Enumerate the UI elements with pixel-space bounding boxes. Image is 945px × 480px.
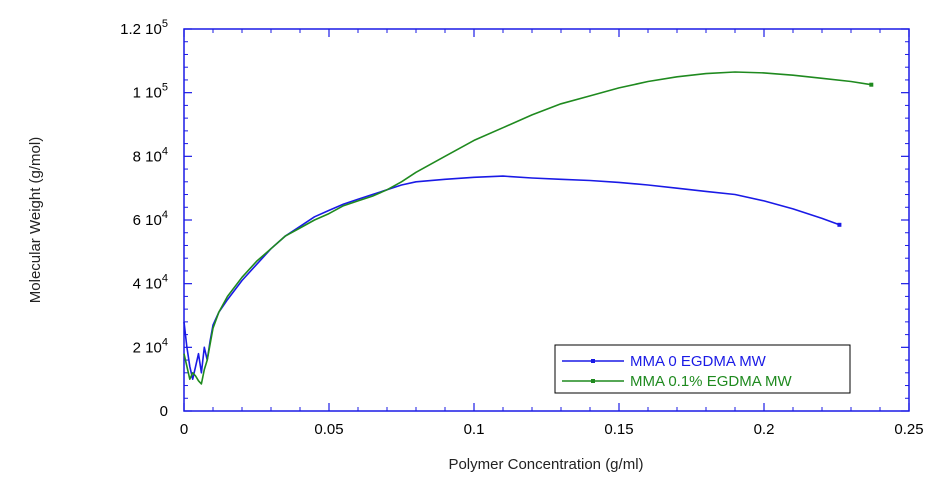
x-axis-label: Polymer Concentration (g/ml) bbox=[448, 456, 643, 473]
x-tick-label: 0.2 bbox=[754, 421, 775, 438]
y-tick-label: 1.2 105 bbox=[120, 18, 168, 38]
y-axis-label: Molecular Weight (g/mol) bbox=[27, 137, 44, 303]
y-tick-label: 8 104 bbox=[133, 145, 168, 165]
y-tick-label: 4 104 bbox=[133, 273, 168, 293]
series-end-marker-1 bbox=[869, 82, 874, 87]
series-layer bbox=[183, 71, 874, 385]
legend-label-mma-01: MMA 0.1% EGDMA MW bbox=[630, 373, 793, 390]
y-tick-label: 0 bbox=[160, 403, 168, 420]
legend-label-mma-0: MMA 0 EGDMA MW bbox=[630, 353, 767, 370]
legend-marker-mma-01 bbox=[591, 379, 595, 383]
y-tick-label: 1 105 bbox=[133, 82, 168, 102]
y-tick-label: 2 104 bbox=[133, 336, 168, 356]
series-line-0 bbox=[183, 175, 840, 381]
x-tick-label: 0.15 bbox=[604, 421, 633, 438]
x-tick-label: 0.1 bbox=[464, 421, 485, 438]
x-tick-label: 0 bbox=[180, 421, 188, 438]
series-end-marker-0 bbox=[837, 222, 842, 227]
legend: MMA 0 EGDMA MW MMA 0.1% EGDMA MW bbox=[554, 344, 851, 394]
series-line-1 bbox=[183, 71, 872, 385]
x-tick-label: 0.25 bbox=[894, 421, 923, 438]
legend-box bbox=[554, 344, 851, 394]
x-tick-label: 0.05 bbox=[314, 421, 343, 438]
y-tick-label: 6 104 bbox=[133, 209, 168, 229]
legend-marker-mma-0 bbox=[591, 359, 595, 363]
ticks: 0 0.05 0.1 0.15 0.2 0.25 0 2 104 4 104 6 104 8 104… bbox=[120, 18, 923, 438]
